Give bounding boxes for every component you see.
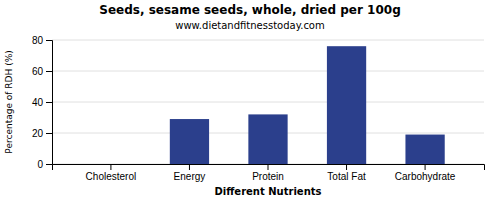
tick-label: 60 bbox=[32, 66, 44, 77]
tick: 20 bbox=[32, 128, 52, 139]
bar bbox=[327, 46, 366, 164]
y-axis: 0 20 40 60 80 bbox=[32, 35, 53, 170]
tick: Total Fat bbox=[327, 164, 366, 182]
tick-mark bbox=[189, 164, 190, 170]
bar bbox=[248, 114, 287, 164]
tick-mark bbox=[46, 133, 52, 134]
tick: Cholesterol bbox=[86, 164, 137, 182]
chart: Seeds, sesame seeds, whole, dried per 10… bbox=[0, 0, 500, 200]
axis-line bbox=[46, 41, 53, 165]
tick-label: Protein bbox=[252, 171, 284, 182]
y-axis-title: Percentage of RDH (%) bbox=[4, 50, 14, 153]
grid-line bbox=[52, 102, 484, 103]
tick: 80 bbox=[32, 35, 52, 46]
title: Seeds, sesame seeds, whole, dried per 10… bbox=[99, 3, 400, 17]
tick-mark bbox=[46, 71, 52, 72]
tick-label: Total Fat bbox=[327, 171, 366, 182]
tick: 0 bbox=[37, 159, 52, 170]
grid-line bbox=[52, 71, 484, 72]
tick-label: Energy bbox=[174, 171, 206, 182]
x-axis-title: Different Nutrients bbox=[215, 186, 322, 197]
tick-label: Carbohydrate bbox=[395, 171, 456, 182]
axis-line bbox=[53, 165, 485, 171]
tick-mark bbox=[110, 164, 111, 170]
tick-label: 80 bbox=[32, 35, 44, 46]
bar bbox=[405, 135, 444, 164]
tick: 40 bbox=[32, 97, 52, 108]
tick-label: Cholesterol bbox=[86, 171, 137, 182]
tick: Energy bbox=[174, 164, 206, 182]
tick-mark bbox=[346, 164, 347, 170]
tick-label: 40 bbox=[32, 97, 44, 108]
subtitle: www.dietandfitnesstoday.com bbox=[175, 20, 324, 31]
bars bbox=[170, 46, 445, 164]
tick-mark bbox=[46, 164, 52, 165]
tick-mark bbox=[46, 40, 52, 41]
grid-line bbox=[52, 40, 484, 41]
x-axis: Cholesterol Energy Protein Total Fat Carbohy… bbox=[53, 164, 485, 182]
bar bbox=[91, 164, 130, 165]
tick-label: 0 bbox=[37, 159, 43, 170]
tick: Carbohydrate bbox=[395, 164, 456, 182]
tick: 60 bbox=[32, 66, 52, 77]
plot: Cholesterol Energy Protein Total Fat Carbohy… bbox=[32, 35, 485, 182]
tick-mark bbox=[268, 164, 269, 170]
bar bbox=[170, 119, 209, 164]
tick-label: 20 bbox=[32, 128, 44, 139]
tick-mark bbox=[46, 102, 52, 103]
tick: Protein bbox=[252, 164, 284, 182]
grid bbox=[52, 40, 484, 164]
tick-mark bbox=[425, 164, 426, 170]
